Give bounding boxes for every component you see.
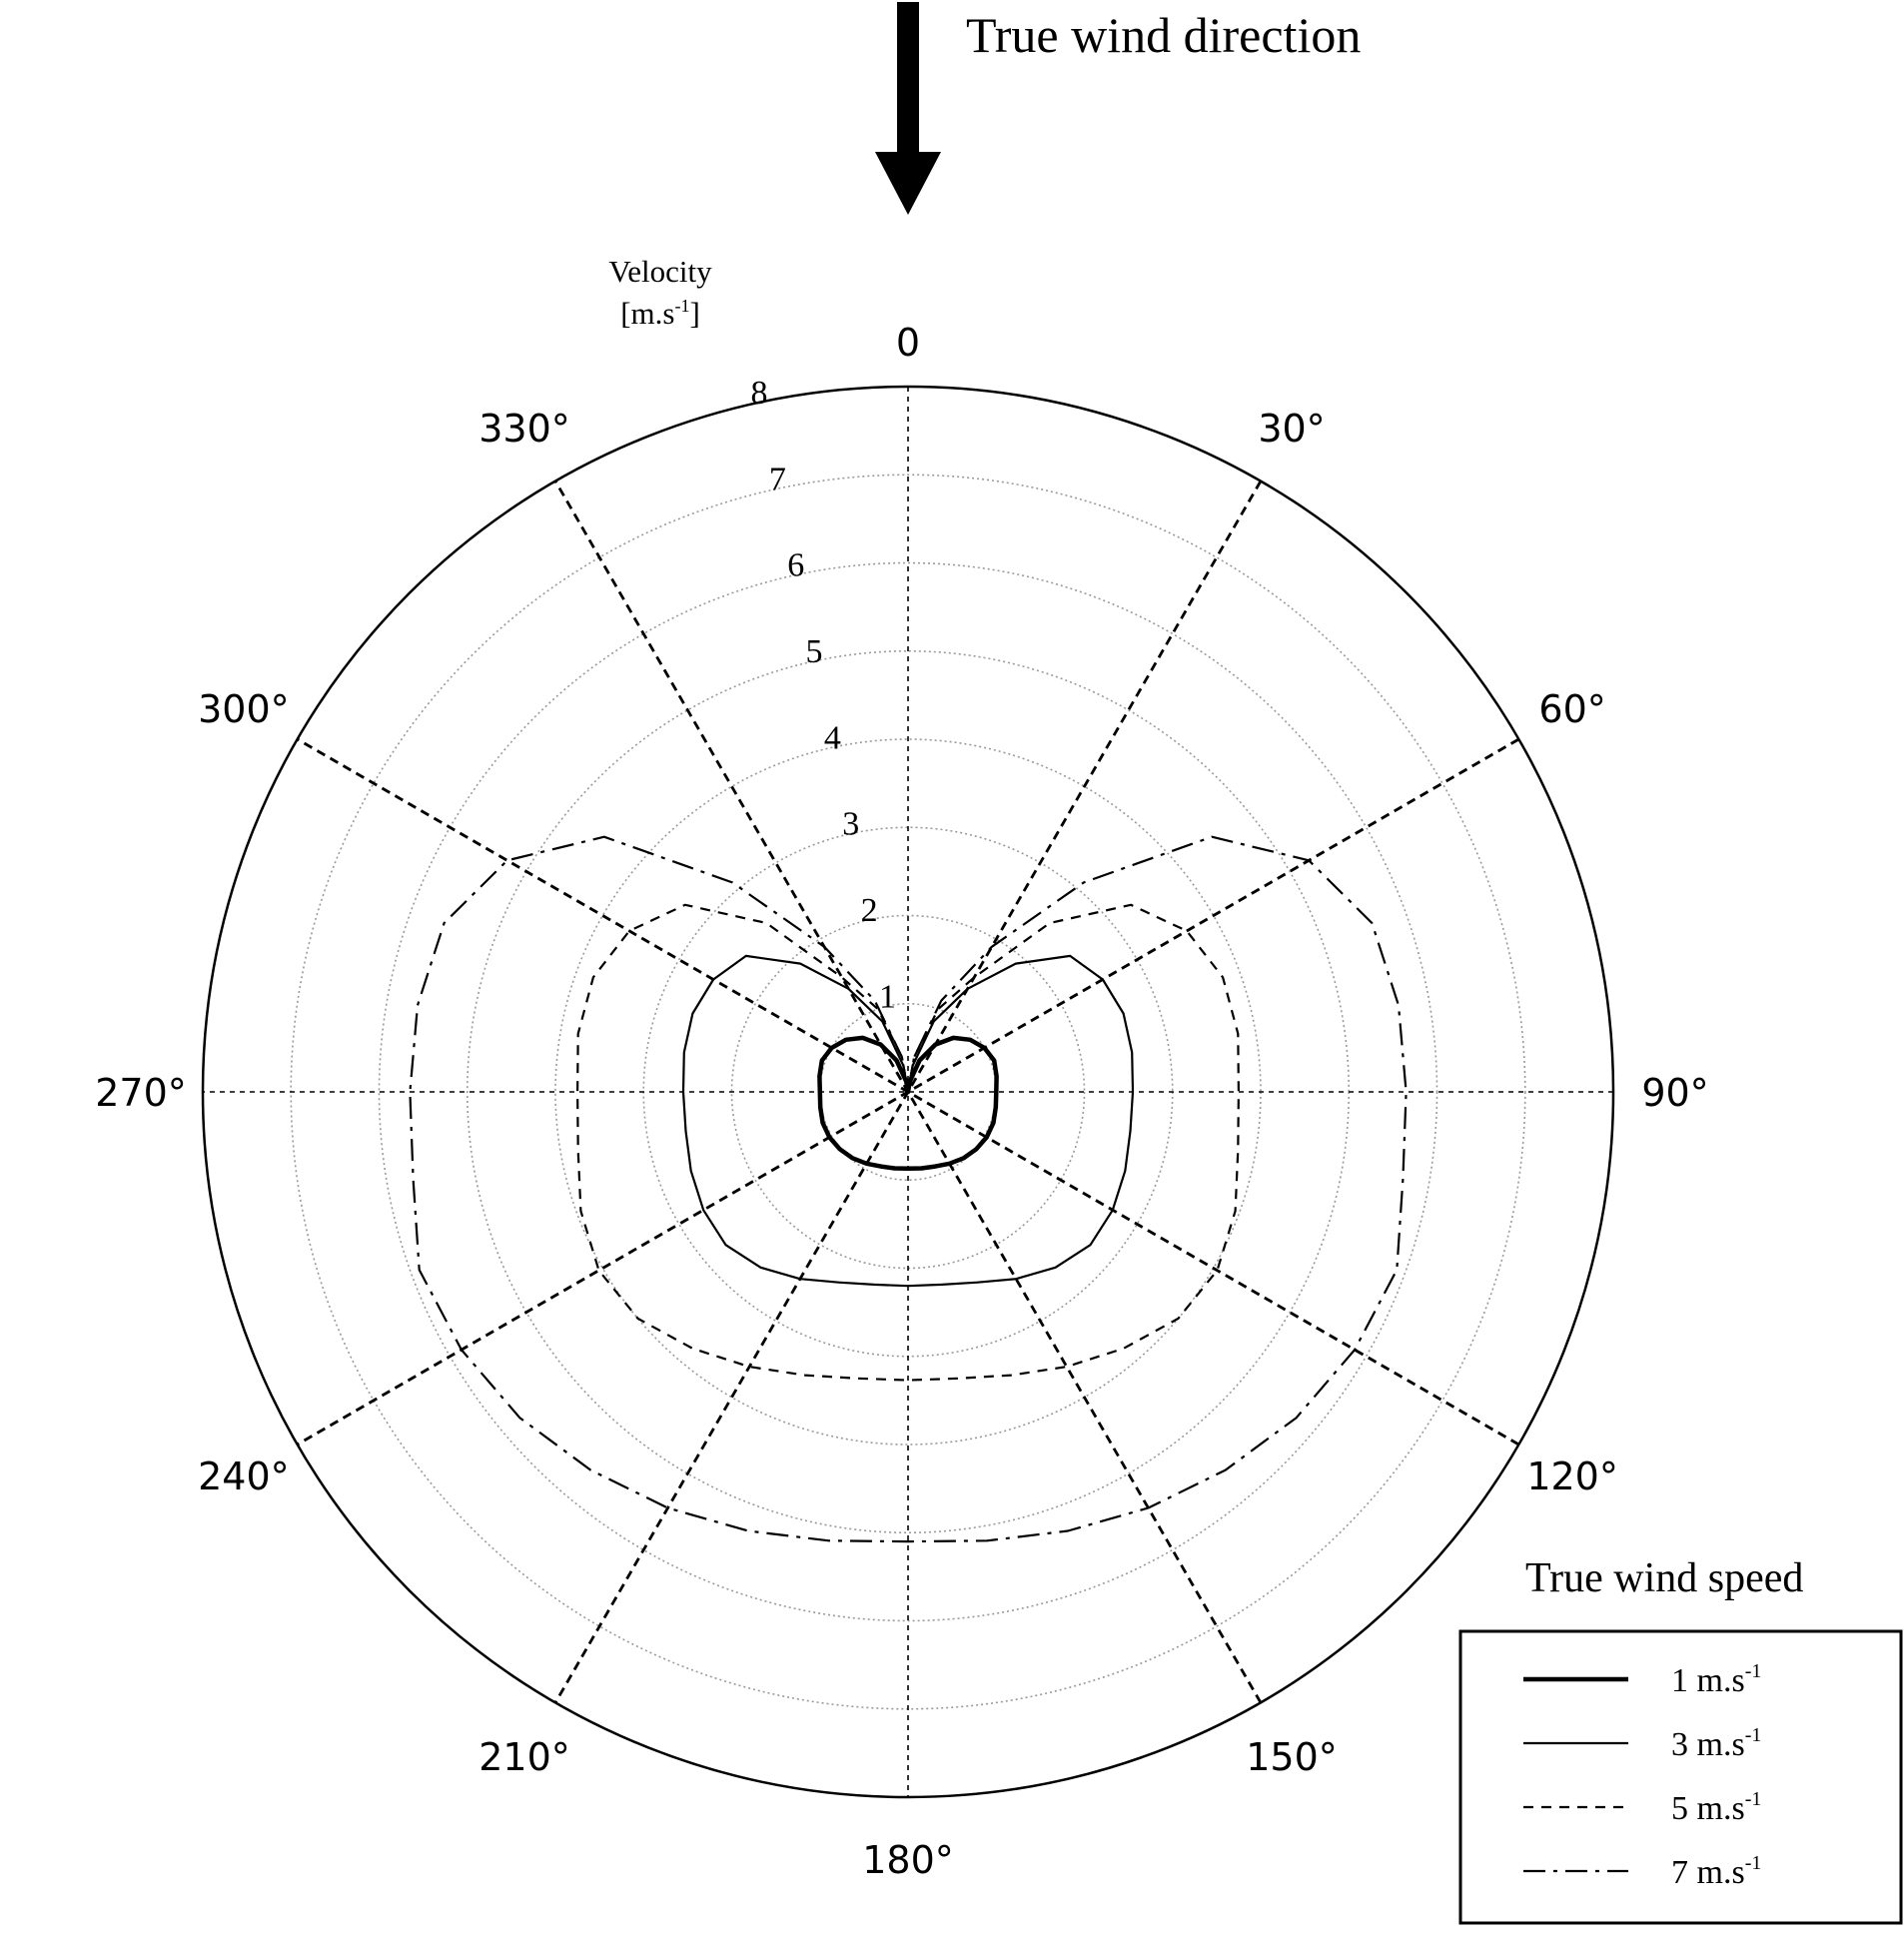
- grid-ring: [730, 914, 1086, 1270]
- angular-tick-label: 180°: [862, 1838, 954, 1882]
- angular-tick-label: 150°: [1246, 1735, 1338, 1779]
- angular-tick-label: 240°: [198, 1455, 290, 1498]
- series-line: [817, 1035, 999, 1172]
- legend-title: True wind speed: [1525, 1555, 1803, 1601]
- radial-axis-unit-sup: -1: [674, 296, 689, 316]
- angular-tick-label: 120°: [1526, 1455, 1618, 1498]
- grid-ring: [378, 561, 1438, 1622]
- radial-axis-title-line2: [m.s-1]: [620, 296, 700, 331]
- radial-tick-label: 6: [787, 547, 804, 584]
- radial-tick-label: 2: [861, 892, 878, 929]
- radial-tick-label: 4: [824, 719, 841, 756]
- label-layer: 030°60°90°120°150°180°210°240°270°300°33…: [95, 321, 1708, 1882]
- series-line: [409, 835, 1408, 1543]
- radial-axis-title: Velocity [m.s-1]: [608, 254, 712, 331]
- legend: True wind speed 1 m.s-1 3 m.s-1 5 m.s-1 7 m…: [1458, 1555, 1903, 1925]
- legend-label: 1 m.s-1: [1671, 1660, 1761, 1699]
- angular-tick-label: 60°: [1538, 687, 1605, 731]
- wind-direction-annotation: True wind direction: [875, 2, 1361, 215]
- angular-tick-label: 0: [896, 321, 920, 365]
- radial-tick-label: 5: [806, 633, 823, 670]
- angular-tick-label: 30°: [1258, 407, 1325, 451]
- angular-tick-label: 210°: [478, 1735, 570, 1779]
- angular-tick-label: 90°: [1641, 1071, 1708, 1115]
- radial-tick-label: 8: [751, 375, 768, 412]
- legend-label: 3 m.s-1: [1671, 1724, 1761, 1763]
- radial-tick-label: 1: [879, 978, 896, 1015]
- legend-items: 1 m.s-1 3 m.s-1 5 m.s-1 7 m.s-1: [1523, 1660, 1761, 1891]
- radial-axis-title-line1: Velocity: [608, 254, 712, 289]
- angular-tick-label: 330°: [478, 407, 570, 451]
- legend-label: 7 m.s-1: [1671, 1852, 1761, 1891]
- angular-tick-label: 300°: [198, 687, 290, 731]
- radial-tick-label: 3: [842, 806, 859, 843]
- wind-direction-label: True wind direction: [966, 7, 1361, 63]
- wind-direction-arrow-head: [875, 152, 941, 215]
- radial-axis-unit: [m.s: [620, 296, 674, 331]
- series-line: [681, 954, 1135, 1288]
- radial-axis-unit-close: ]: [689, 296, 699, 331]
- series-layer: [409, 835, 1408, 1543]
- angular-tick-label: 270°: [95, 1071, 187, 1115]
- legend-label: 5 m.s-1: [1671, 1788, 1761, 1827]
- radial-tick-label: 7: [769, 461, 786, 497]
